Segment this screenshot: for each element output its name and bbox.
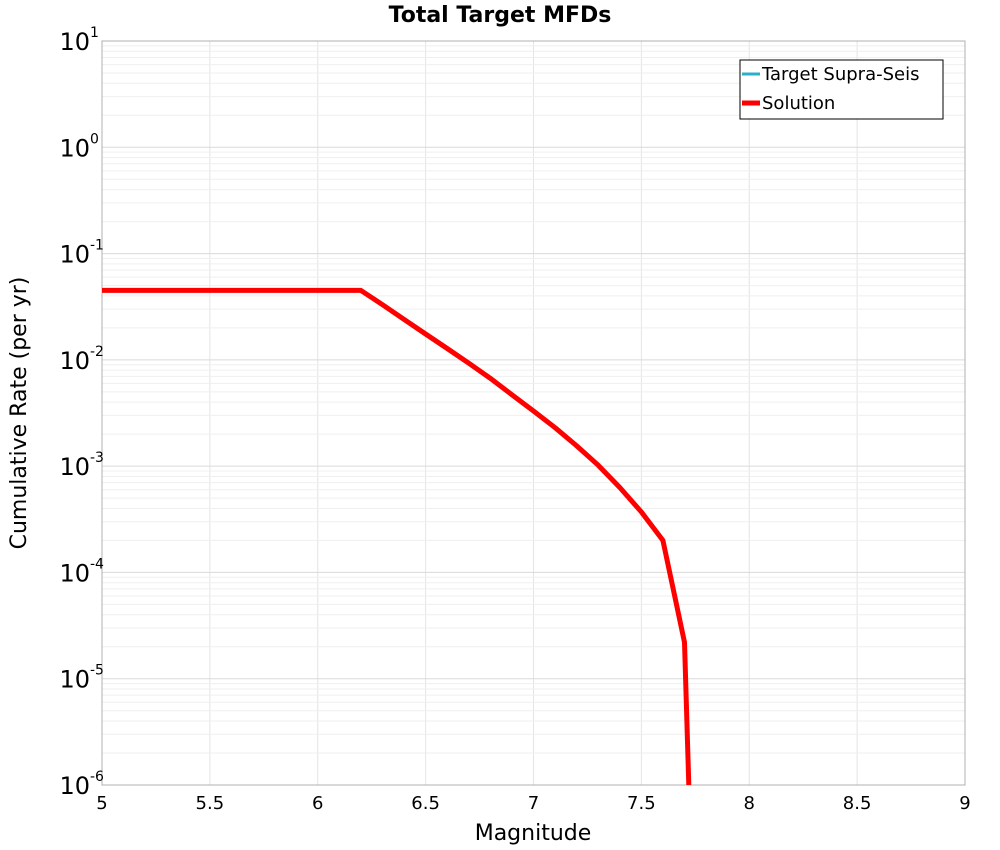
y-tick-label: 10 <box>59 347 90 375</box>
y-tick-label: 10 <box>59 666 90 694</box>
x-tick-label: 9 <box>959 793 970 814</box>
y-tick-exponent: -4 <box>90 556 104 572</box>
series-line-solution <box>102 287 692 785</box>
legend-entry: Solution <box>762 93 835 114</box>
series-group <box>102 287 692 785</box>
y-tick-exponent: -6 <box>90 769 104 785</box>
x-tick-label: 7.5 <box>627 793 656 814</box>
y-tick-label: 10 <box>59 453 90 481</box>
x-tick-label: 8 <box>744 793 755 814</box>
x-tick-labels: 5 5.5 6 6.5 7 7.5 8 8.5 9 <box>96 793 970 814</box>
y-tick-label: 10 <box>59 28 90 56</box>
x-tick-label: 8.5 <box>843 793 872 814</box>
y-tick-label: 10 <box>59 772 90 800</box>
chart-title: Total Target MFDs <box>389 3 612 28</box>
y-tick-exponent: -1 <box>90 238 104 254</box>
plot-frame <box>101 40 966 786</box>
x-tick-label: 7 <box>528 793 539 814</box>
y-tick-exponent: -2 <box>90 344 104 360</box>
legend: Target Supra-Seis Solution <box>739 59 944 120</box>
y-tick-label: 10 <box>59 559 90 587</box>
y-axis-label: Cumulative Rate (per yr) <box>7 277 32 550</box>
x-tick-label: 6.5 <box>411 793 440 814</box>
x-tick-label: 5.5 <box>196 793 225 814</box>
y-tick-exponent: -3 <box>90 450 104 466</box>
legend-entry: Target Supra-Seis <box>761 64 919 85</box>
y-tick-exponent: 1 <box>90 25 99 41</box>
x-tick-label: 6 <box>312 793 323 814</box>
grid <box>101 41 966 786</box>
y-tick-label: 10 <box>59 241 90 269</box>
y-tick-exponent: 0 <box>90 131 99 147</box>
y-tick-exponent: -5 <box>90 663 104 679</box>
y-tick-label: 10 <box>59 134 90 162</box>
x-tick-label: 5 <box>96 793 107 814</box>
x-axis-label: Magnitude <box>475 821 592 846</box>
legend-box <box>739 59 944 120</box>
